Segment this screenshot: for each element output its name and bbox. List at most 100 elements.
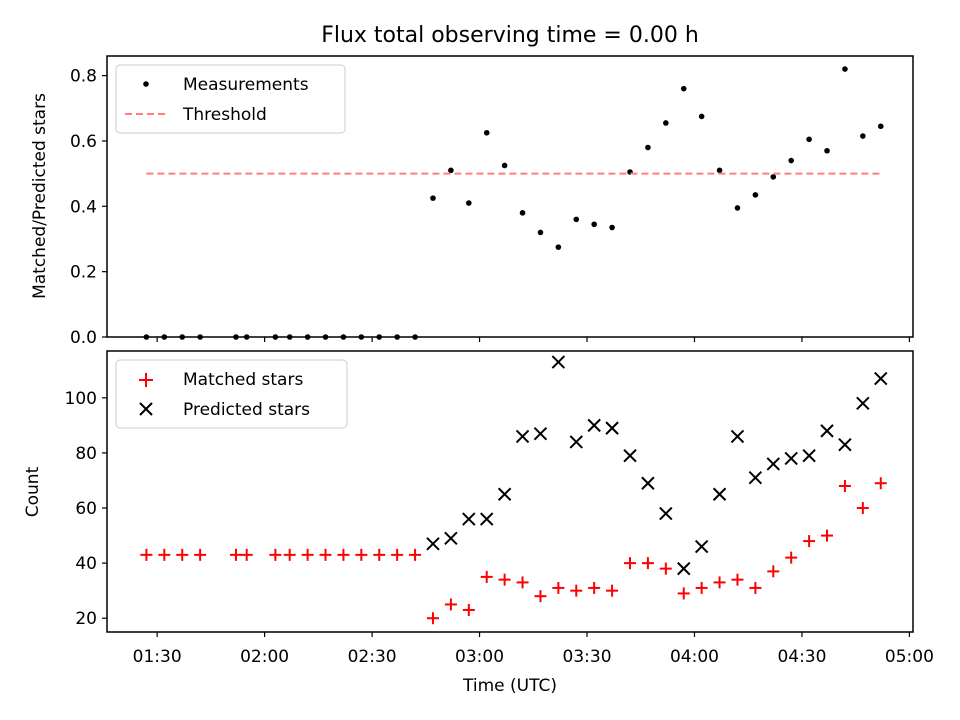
matched-star-point bbox=[269, 548, 282, 561]
legend-threshold-label: Threshold bbox=[182, 105, 267, 125]
matched-star-point bbox=[552, 581, 565, 594]
legend-predicted-label: Predicted stars bbox=[183, 400, 310, 420]
predicted-star-point bbox=[677, 561, 691, 576]
predicted-star-point bbox=[605, 421, 619, 435]
matched-star-point bbox=[373, 548, 386, 561]
predicted-star-point bbox=[515, 429, 530, 444]
matched-star-point bbox=[570, 584, 583, 597]
matched-star-point bbox=[516, 576, 529, 589]
bottom-plot-area bbox=[140, 355, 888, 625]
matched-star-point bbox=[176, 548, 189, 561]
matched-star-point bbox=[659, 562, 672, 575]
bottom-axes-frame bbox=[106, 350, 914, 633]
predicted-star-point bbox=[497, 487, 512, 501]
measurement-point bbox=[466, 200, 472, 206]
bottom-legend-box bbox=[115, 359, 348, 429]
matched-star-point bbox=[301, 548, 314, 561]
predicted-star-point bbox=[569, 435, 583, 449]
predicted-star-point bbox=[838, 437, 852, 452]
x-tick-label: 04:30 bbox=[777, 647, 826, 667]
top-y-axis: 0.0 0.2 0.4 0.6 0.8 bbox=[70, 67, 107, 348]
measurement-point bbox=[501, 162, 508, 169]
measurement-point bbox=[716, 167, 723, 174]
top-y-axis-label: Matched/Predicted stars bbox=[30, 93, 50, 299]
matched-star-point bbox=[337, 548, 350, 561]
measurement-point bbox=[519, 210, 526, 216]
predicted-star-point bbox=[712, 487, 727, 501]
matched-star-point bbox=[624, 557, 637, 570]
measurement-point bbox=[609, 224, 615, 231]
matched-star-point bbox=[229, 548, 242, 561]
matched-star-point bbox=[838, 479, 851, 492]
predicted-star-point bbox=[784, 451, 798, 466]
top-plot-area bbox=[143, 66, 884, 340]
matched-star-point bbox=[409, 548, 422, 561]
predicted-star-point bbox=[623, 448, 637, 463]
predicted-star-point bbox=[730, 429, 745, 444]
top-y-tick-label: 0.8 bbox=[70, 67, 97, 87]
x-tick-label: 02:30 bbox=[348, 647, 397, 667]
matched-star-point bbox=[319, 548, 332, 561]
measurement-point bbox=[824, 147, 830, 154]
matched-star-point bbox=[874, 477, 887, 490]
matched-star-point bbox=[498, 573, 511, 586]
bottom-y-tick-label: 60 bbox=[75, 499, 97, 519]
matched-star-point bbox=[749, 581, 762, 594]
legend-predicted-marker bbox=[139, 402, 153, 416]
matched-star-point bbox=[194, 548, 207, 561]
x-tick-label: 05:00 bbox=[885, 647, 934, 667]
top-axes-frame bbox=[106, 55, 914, 338]
measurement-point bbox=[788, 157, 795, 164]
matched-star-point bbox=[534, 590, 547, 603]
measurement-point bbox=[663, 120, 669, 126]
top-panel: 0.00.20.40.60.8 Matched/Predicted stars … bbox=[30, 55, 914, 348]
predicted-star-point bbox=[444, 531, 458, 546]
measurement-point bbox=[770, 174, 777, 180]
legend-matched-marker bbox=[139, 373, 153, 387]
matched-star-point bbox=[462, 603, 475, 616]
predicted-star-point bbox=[641, 476, 655, 490]
measurement-point bbox=[448, 167, 454, 174]
predicted-star-point bbox=[694, 539, 709, 554]
predicted-star-point bbox=[856, 396, 870, 411]
bottom-y-tick-label: 20 bbox=[75, 609, 97, 629]
predicted-star-point bbox=[820, 424, 834, 438]
bottom-y-tick-label: 40 bbox=[75, 554, 97, 574]
measurement-point bbox=[698, 113, 705, 120]
predicted-star-point bbox=[533, 426, 548, 441]
top-x-axis bbox=[156, 337, 911, 342]
matched-star-point bbox=[480, 570, 493, 583]
measurement-point bbox=[877, 123, 884, 130]
matched-star-point bbox=[426, 612, 439, 625]
matched-star-point bbox=[803, 535, 816, 548]
measurement-point bbox=[842, 66, 848, 72]
predicted-star-point bbox=[426, 537, 440, 551]
matched-star-point bbox=[731, 573, 744, 586]
x-tick-label: 03:30 bbox=[563, 647, 612, 667]
measurement-point bbox=[430, 195, 436, 201]
matched-star-point bbox=[355, 548, 368, 561]
bottom-y-axis: 20 40 60 80 100 bbox=[65, 389, 107, 629]
matched-star-point bbox=[767, 565, 780, 578]
predicted-star-point bbox=[462, 512, 476, 526]
measurement-point bbox=[537, 229, 544, 236]
measurement-point bbox=[752, 192, 759, 198]
x-tick-label: 01:30 bbox=[133, 647, 182, 667]
x-tick-label: 04:00 bbox=[670, 647, 719, 667]
measurement-point bbox=[573, 216, 580, 223]
matched-star-point bbox=[240, 548, 253, 561]
bottom-panel: 20 40 60 80 100 01:30 02:00 02:30 03:00 03:30 04:… bbox=[23, 350, 934, 696]
predicted-star-point bbox=[874, 371, 888, 386]
x-tick-label: 03:00 bbox=[455, 647, 504, 667]
predicted-star-point bbox=[587, 418, 601, 433]
matched-star-point bbox=[677, 587, 690, 600]
bottom-y-tick-label: 80 bbox=[75, 444, 97, 464]
top-y-tick-label: 0.4 bbox=[70, 197, 97, 217]
top-y-tick-label: 0.2 bbox=[70, 263, 97, 283]
predicted-star-point bbox=[748, 471, 763, 485]
matched-star-point bbox=[391, 548, 404, 561]
matched-star-point bbox=[444, 598, 457, 611]
measurement-point bbox=[555, 244, 562, 250]
matched-star-point bbox=[821, 529, 834, 542]
x-tick-label: 02:00 bbox=[240, 647, 289, 667]
